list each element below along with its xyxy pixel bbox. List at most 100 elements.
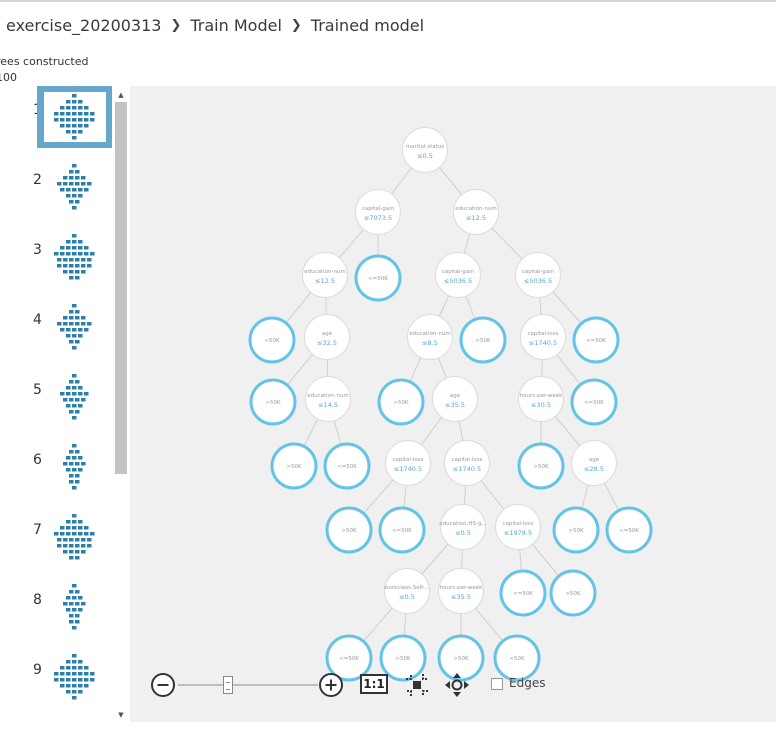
tree-thumbnail-2[interactable]: 2	[0, 156, 112, 218]
tree-split-node[interactable]: capital-loss ≤1740.5	[444, 440, 490, 486]
tree-node-circle[interactable]	[515, 252, 561, 298]
tree-node-circle[interactable]	[517, 442, 565, 490]
tree-leaf-node[interactable]: <=50K	[499, 569, 547, 617]
zoom-slider[interactable]	[178, 684, 318, 686]
tree-leaf-node[interactable]: <=50K	[354, 254, 402, 302]
tree-thumbnail-7[interactable]: 7	[0, 506, 112, 568]
tree-thumbnail-8[interactable]: 8	[0, 576, 112, 638]
tree-leaf-node[interactable]: <50K	[493, 634, 541, 682]
tree-leaf-node[interactable]: <=50K	[570, 378, 618, 426]
tree-leaf-node[interactable]: >50K	[325, 506, 373, 554]
tree-node-circle[interactable]	[379, 634, 427, 682]
tree-node-circle[interactable]	[459, 316, 507, 364]
tree-node-circle[interactable]	[437, 634, 485, 682]
tree-node-circle[interactable]	[493, 634, 541, 682]
tree-split-node[interactable]: education-num ≤8.5	[407, 314, 453, 360]
tree-node-circle[interactable]	[571, 440, 617, 486]
actual-size-button[interactable]: 1:1	[360, 674, 388, 694]
tree-thumbnail-1[interactable]: 1	[0, 86, 112, 148]
tree-node-circle[interactable]	[435, 252, 481, 298]
zoom-slider-handle[interactable]	[223, 676, 233, 694]
tree-split-node[interactable]: workclass.Self-... ≤0.5	[384, 568, 430, 614]
tree-thumbnail-4[interactable]: 4	[0, 296, 112, 358]
tree-leaf-node[interactable]: >50K	[249, 378, 297, 426]
tree-node-circle[interactable]	[248, 316, 296, 364]
tree-node-circle[interactable]	[384, 568, 430, 614]
tree-split-node[interactable]: capital-loss ≤1978.5	[495, 504, 541, 550]
tree-split-node[interactable]: capital-gain ≤5036.5	[515, 252, 561, 298]
scroll-up-arrow-icon[interactable]: ▲	[118, 91, 124, 99]
breadcrumb-module[interactable]: Train Model	[190, 15, 282, 35]
tree-node-circle[interactable]	[520, 314, 566, 360]
tree-node-circle[interactable]	[325, 506, 373, 554]
tree-leaf-node[interactable]: <=50K	[323, 442, 371, 490]
tree-split-node[interactable]: hours-per-week ≤30.5	[518, 376, 564, 422]
tree-node-circle[interactable]	[495, 504, 541, 550]
tree-node-circle[interactable]	[407, 314, 453, 360]
tree-node-circle[interactable]	[552, 506, 600, 554]
tree-leaf-node[interactable]: <50K	[248, 316, 296, 364]
tree-leaf-node[interactable]: >50K	[549, 569, 597, 617]
tree-leaf-node[interactable]: >50K	[552, 506, 600, 554]
zoom-out-icon[interactable]	[150, 672, 176, 698]
tree-node-circle[interactable]	[444, 440, 490, 486]
tree-split-node[interactable]: education-num ≤14.5	[305, 376, 351, 422]
tree-node-circle[interactable]	[499, 569, 547, 617]
tree-split-node[interactable]: education-num ≤12.5	[302, 252, 348, 298]
tree-node-circle[interactable]	[302, 252, 348, 298]
tree-leaf-node[interactable]: >50K	[377, 378, 425, 426]
tree-node-circle[interactable]	[270, 442, 318, 490]
tree-node-circle[interactable]	[355, 189, 401, 235]
tree-split-node[interactable]: education-num ≤12.5	[453, 189, 499, 235]
scrollbar-thumb[interactable]	[115, 102, 127, 474]
tree-node-circle[interactable]	[549, 569, 597, 617]
fit-to-screen-icon[interactable]	[404, 672, 430, 698]
center-view-icon[interactable]	[444, 672, 470, 698]
tree-node-circle[interactable]	[402, 127, 448, 173]
tree-split-node[interactable]: age ≤28.5	[571, 440, 617, 486]
tree-node-circle[interactable]	[438, 568, 484, 614]
scroll-down-arrow-icon[interactable]: ▼	[118, 711, 124, 719]
tree-leaf-node[interactable]: >50K	[379, 634, 427, 682]
tree-split-node[interactable]: capital-gain ≤7073.5	[355, 189, 401, 235]
breadcrumb-experiment[interactable]: exercise_20200313	[6, 15, 162, 35]
edges-checkbox[interactable]	[491, 678, 503, 690]
tree-node-circle[interactable]	[377, 378, 425, 426]
tree-split-node[interactable]: education.HS-g... ≤0.5	[439, 504, 487, 550]
tree-split-node[interactable]: capital-loss ≤1740.5	[385, 440, 431, 486]
tree-node-circle[interactable]	[572, 316, 620, 364]
tree-split-node[interactable]: age ≤32.5	[304, 314, 350, 360]
tree-canvas[interactable]: marital-status ≤0.5 capital-gain ≤7073.5 edu…	[130, 86, 776, 722]
tree-node-circle[interactable]	[570, 378, 618, 426]
tree-thumbnail-5[interactable]: 5	[0, 366, 112, 428]
tree-leaf-node[interactable]: <=50K	[325, 634, 373, 682]
tree-node-circle[interactable]	[378, 506, 426, 554]
tree-node-circle[interactable]	[605, 506, 653, 554]
tree-node-circle[interactable]	[440, 504, 486, 550]
tree-leaf-node[interactable]: <=50K	[605, 506, 653, 554]
tree-split-node[interactable]: capital-loss ≤1740.5	[520, 314, 566, 360]
tree-node-circle[interactable]	[432, 376, 478, 422]
tree-node-circle[interactable]	[323, 442, 371, 490]
tree-thumbnail-6[interactable]: 6	[0, 436, 112, 498]
tree-leaf-node[interactable]: >50K	[437, 634, 485, 682]
tree-node-circle[interactable]	[304, 314, 350, 360]
tree-node-circle[interactable]	[453, 189, 499, 235]
tree-leaf-node[interactable]: >50K	[270, 442, 318, 490]
tree-node-circle[interactable]	[354, 254, 402, 302]
thumbnail-scrollbar[interactable]: ▲ ▼	[114, 90, 128, 722]
tree-node-circle[interactable]	[385, 440, 431, 486]
tree-node-circle[interactable]	[249, 378, 297, 426]
tree-split-node[interactable]: age ≤35.5	[432, 376, 478, 422]
tree-leaf-node[interactable]: >50K	[517, 442, 565, 490]
zoom-in-icon[interactable]	[318, 672, 344, 698]
tree-node-circle[interactable]	[325, 634, 373, 682]
tree-leaf-node[interactable]: >50K	[459, 316, 507, 364]
tree-split-node[interactable]: marital-status ≤0.5	[402, 127, 448, 173]
tree-node-circle[interactable]	[305, 376, 351, 422]
tree-node-circle[interactable]	[518, 376, 564, 422]
tree-leaf-node[interactable]: <=50K	[572, 316, 620, 364]
tree-split-node[interactable]: hours-per-week ≤35.5	[438, 568, 484, 614]
tree-leaf-node[interactable]: <=50K	[378, 506, 426, 554]
tree-thumbnail-9[interactable]: 9	[0, 646, 112, 708]
